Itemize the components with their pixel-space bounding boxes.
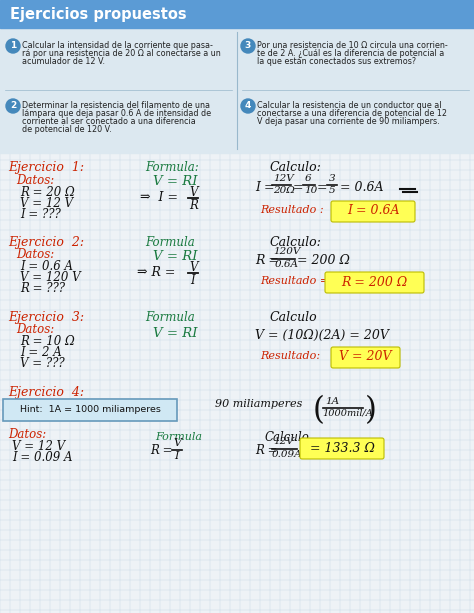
Text: Resultado:: Resultado: (260, 351, 320, 361)
Bar (0, 28, 474, 153)
Text: Formula: Formula (145, 311, 195, 324)
Text: V = RI: V = RI (153, 327, 198, 340)
Circle shape (6, 39, 20, 53)
Text: Datos:: Datos: (16, 248, 54, 261)
Text: V = 120 V: V = 120 V (20, 271, 81, 284)
Text: 2: 2 (10, 102, 16, 110)
Text: V deja pasar una corriente de 90 miliampers.: V deja pasar una corriente de 90 miliamp… (257, 117, 439, 126)
Text: Calcular la intensidad de la corriente que pasa-: Calcular la intensidad de la corriente q… (22, 41, 213, 50)
FancyBboxPatch shape (325, 272, 424, 293)
Text: Datos:: Datos: (16, 323, 54, 336)
Text: 3: 3 (245, 42, 251, 50)
Text: (: ( (313, 395, 325, 426)
Text: 12V: 12V (273, 437, 294, 446)
Text: = 0.6A: = 0.6A (340, 181, 383, 194)
Text: = 133.3 Ω: = 133.3 Ω (310, 441, 374, 454)
Text: = 200 Ω: = 200 Ω (297, 254, 350, 267)
Text: Calculo: Calculo (265, 431, 310, 444)
Text: I = 0.09 A: I = 0.09 A (12, 451, 73, 464)
Text: R =: R = (255, 254, 279, 267)
FancyBboxPatch shape (300, 438, 384, 459)
FancyBboxPatch shape (3, 399, 177, 421)
Text: 3: 3 (329, 174, 336, 183)
Text: Ejercicio  2:: Ejercicio 2: (8, 236, 84, 249)
Text: acumulador de 12 V.: acumulador de 12 V. (22, 57, 105, 66)
Text: R = ???: R = ??? (20, 282, 65, 295)
Text: Ejercicios propuestos: Ejercicios propuestos (10, 7, 187, 21)
Text: R: R (189, 199, 198, 212)
Text: =: = (317, 181, 328, 194)
Text: 0.09A: 0.09A (272, 450, 302, 459)
Text: V = 12 V: V = 12 V (20, 197, 73, 210)
Text: R =: R = (150, 444, 173, 457)
Text: conectarse a una diferencia de potencial de 12: conectarse a una diferencia de potencial… (257, 109, 447, 118)
Circle shape (6, 99, 20, 113)
Text: Formula:: Formula: (145, 161, 199, 174)
FancyBboxPatch shape (331, 201, 415, 222)
Text: Determinar la resistencia del filamento de una: Determinar la resistencia del filamento … (22, 101, 210, 110)
Text: Formula: Formula (155, 432, 202, 442)
Text: ⇒ R =: ⇒ R = (137, 266, 175, 279)
Text: R = 10 Ω: R = 10 Ω (20, 335, 75, 348)
Text: 1000mil/A: 1000mil/A (322, 409, 373, 418)
Text: corriente al ser conectado a una diferencia: corriente al ser conectado a una diferen… (22, 117, 196, 126)
Text: Datos:: Datos: (16, 174, 54, 187)
Text: I: I (174, 451, 178, 461)
Text: I = ???: I = ??? (20, 208, 61, 221)
Text: ): ) (365, 395, 377, 426)
Text: 0.6A: 0.6A (275, 260, 299, 269)
Text: V = (10Ω)(2A) = 20V: V = (10Ω)(2A) = 20V (255, 329, 389, 342)
Text: Ejercicio  3:: Ejercicio 3: (8, 311, 84, 324)
Text: 5: 5 (329, 186, 336, 195)
Text: Resultado :: Resultado : (260, 205, 324, 215)
Text: 12V: 12V (273, 174, 294, 183)
Text: V: V (189, 261, 198, 274)
Text: =: = (293, 181, 303, 194)
Text: Formula: Formula (145, 236, 195, 249)
Text: ⇒  I =: ⇒ I = (140, 191, 178, 204)
Text: R =: R = (255, 444, 277, 457)
FancyBboxPatch shape (331, 347, 400, 368)
Text: Por una resistencia de 10 Ω circula una corrien-: Por una resistencia de 10 Ω circula una … (257, 41, 448, 50)
Text: R = 20 Ω: R = 20 Ω (20, 186, 75, 199)
Text: Hint:  1A = 1000 miliamperes: Hint: 1A = 1000 miliamperes (19, 406, 160, 414)
Text: Calculo:: Calculo: (270, 236, 322, 249)
Text: V = RI: V = RI (153, 250, 198, 263)
Bar (0, 0, 474, 28)
Text: R = 200 Ω: R = 200 Ω (341, 275, 407, 289)
Text: I: I (190, 274, 195, 287)
Text: I =: I = (255, 181, 274, 194)
Text: Datos:: Datos: (8, 428, 46, 441)
Text: Ejercicio  1:: Ejercicio 1: (8, 161, 84, 174)
Text: te de 2 A. ¿Cuál es la diferencia de potencial a: te de 2 A. ¿Cuál es la diferencia de pot… (257, 49, 444, 58)
Text: V = RI: V = RI (153, 175, 198, 188)
Text: de potencial de 120 V.: de potencial de 120 V. (22, 125, 111, 134)
Text: Resultado =: Resultado = (260, 276, 329, 286)
Text: V = 12 V: V = 12 V (12, 440, 65, 453)
Text: Ejercicio  4:: Ejercicio 4: (8, 386, 84, 399)
Text: 1A: 1A (325, 397, 339, 406)
Text: 1: 1 (10, 42, 16, 50)
Text: Calcular la resistencia de un conductor que al: Calcular la resistencia de un conductor … (257, 101, 441, 110)
Text: Calculo:: Calculo: (270, 161, 322, 174)
Text: 20Ω: 20Ω (273, 186, 295, 195)
Text: 120V: 120V (273, 247, 301, 256)
Text: V: V (189, 186, 198, 199)
Text: I = 0.6 A: I = 0.6 A (20, 260, 73, 273)
Text: I = 2 A: I = 2 A (20, 346, 62, 359)
Text: V = ???: V = ??? (20, 357, 64, 370)
Text: 6: 6 (305, 174, 311, 183)
Circle shape (241, 99, 255, 113)
Text: 90 miliamperes: 90 miliamperes (215, 399, 302, 409)
Text: 10: 10 (304, 186, 317, 195)
Text: lámpara que deja pasar 0.6 A de intensidad de: lámpara que deja pasar 0.6 A de intensid… (22, 109, 211, 118)
Text: Calculo: Calculo (270, 311, 318, 324)
Text: 4: 4 (245, 102, 251, 110)
Text: V = 20V: V = 20V (339, 351, 391, 364)
Text: la que están conectados sus extremos?: la que están conectados sus extremos? (257, 57, 416, 66)
Text: I = 0.6A: I = 0.6A (347, 205, 399, 218)
Circle shape (241, 39, 255, 53)
Text: V: V (173, 438, 181, 448)
Text: rá por una resistencia de 20 Ω al conectarse a un: rá por una resistencia de 20 Ω al conect… (22, 49, 221, 58)
